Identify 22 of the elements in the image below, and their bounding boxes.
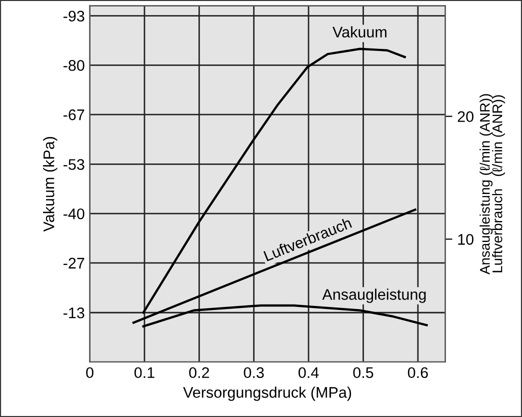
y-tick-label: -80	[64, 60, 84, 71]
series-label: Ansaugleistung	[322, 288, 426, 303]
x-tick-label: 0.6	[408, 367, 428, 378]
x-tick-label: 0.2	[189, 367, 210, 378]
y2-tick-label: 20	[458, 111, 474, 122]
y2-tick-label: 10	[458, 234, 474, 245]
x-axis-title: Versorgungsdruck (MPa)	[183, 386, 352, 401]
x-tick-label: 0.3	[244, 367, 264, 378]
line-series	[142, 304, 428, 328]
y2-axis-title: Ansaugleistung (ℓ/min (ANR)) Luftverbrauch (ℓ/min (ANR))	[480, 94, 506, 274]
y-tick-label: -53	[64, 159, 84, 170]
y-tick-label: -93	[64, 10, 84, 22]
y-tick-label: -40	[64, 208, 84, 220]
series-label: Vakuum	[332, 26, 386, 38]
x-tick-label: 0.5	[353, 367, 374, 378]
x-tick-label: 0	[86, 367, 94, 378]
x-tick-label: 0.1	[134, 367, 154, 378]
y-tick-label: -13	[64, 307, 84, 318]
y-tick-label: -27	[64, 258, 84, 268]
y-axis-title: Vakuum (kPa)	[43, 137, 58, 232]
y-tick-label: -67	[64, 109, 84, 120]
x-tick-label: 0.4	[298, 367, 319, 378]
